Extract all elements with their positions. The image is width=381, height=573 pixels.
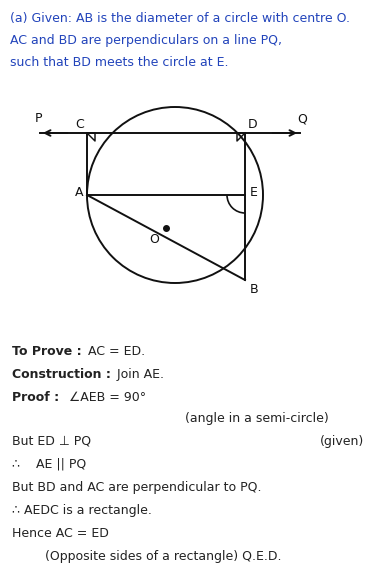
Text: (Opposite sides of a rectangle) Q.E.D.: (Opposite sides of a rectangle) Q.E.D. <box>45 550 282 563</box>
Text: ∠AEB = 90°: ∠AEB = 90° <box>61 391 146 404</box>
Text: ∴ AEDC is a rectangle.: ∴ AEDC is a rectangle. <box>12 504 152 517</box>
Text: O: O <box>149 233 159 246</box>
Text: Proof :: Proof : <box>12 391 59 404</box>
Text: P: P <box>34 112 42 125</box>
Text: To Prove :: To Prove : <box>12 345 82 358</box>
Text: Join AE.: Join AE. <box>113 368 164 381</box>
Text: Construction :: Construction : <box>12 368 111 381</box>
Text: AC = ED.: AC = ED. <box>83 345 145 358</box>
Text: But BD and AC are perpendicular to PQ.: But BD and AC are perpendicular to PQ. <box>12 481 261 494</box>
Text: Hence AC = ED: Hence AC = ED <box>12 527 109 540</box>
Text: Q: Q <box>297 112 307 125</box>
Text: A: A <box>75 186 83 199</box>
Text: ∴    AE || PQ: ∴ AE || PQ <box>12 458 86 471</box>
Text: B: B <box>250 283 259 296</box>
Text: (angle in a semi-circle): (angle in a semi-circle) <box>185 412 329 425</box>
Text: such that BD meets the circle at E.: such that BD meets the circle at E. <box>10 56 229 69</box>
Text: D: D <box>248 118 258 131</box>
Text: But ED ⊥ PQ: But ED ⊥ PQ <box>12 435 91 448</box>
Text: AC and BD are perpendiculars on a line PQ,: AC and BD are perpendiculars on a line P… <box>10 34 282 47</box>
Text: E: E <box>250 186 258 199</box>
Text: C: C <box>75 118 84 131</box>
Text: (a) Given: AB is the diameter of a circle with centre O.: (a) Given: AB is the diameter of a circl… <box>10 12 350 25</box>
Text: (given): (given) <box>320 435 364 448</box>
